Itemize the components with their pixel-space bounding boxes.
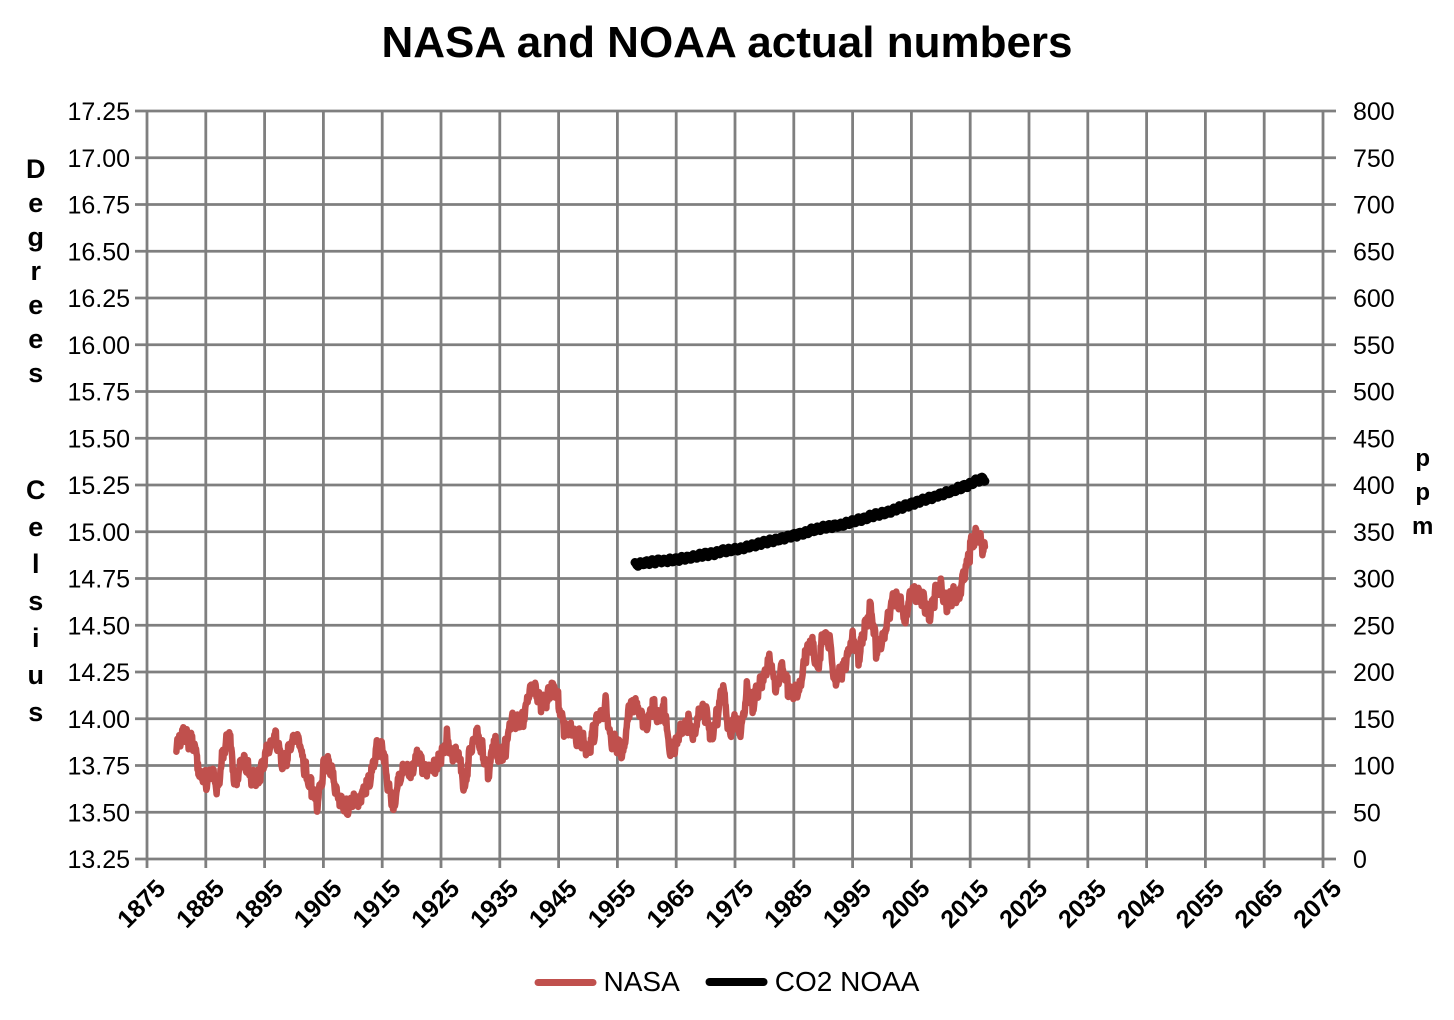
chart-title: NASA and NOAA actual numbers <box>381 18 1073 67</box>
x-tick-label: 1935 <box>465 874 524 933</box>
y-right-tick-label: 0 <box>1353 846 1367 874</box>
x-tick-label: 1905 <box>289 874 348 933</box>
y-right-tick-label: 250 <box>1353 612 1395 640</box>
x-tick-label: 2015 <box>935 874 994 933</box>
x-tick-label: 1985 <box>759 874 818 933</box>
y-left-tick-label: 17.25 <box>67 98 130 126</box>
y-right-tick-label: 400 <box>1353 472 1395 500</box>
x-tick-label: 1925 <box>406 874 465 933</box>
y-right-tick-label: 150 <box>1353 706 1395 734</box>
y-right-tick-label: 650 <box>1353 238 1395 266</box>
y-right-tick-label: 500 <box>1353 379 1395 407</box>
y-left-tick-label: 16.00 <box>67 332 130 360</box>
y-right-tick-label: 800 <box>1353 98 1395 126</box>
y-right-tick-label: 300 <box>1353 566 1395 594</box>
x-tick-label: 1885 <box>171 874 230 933</box>
x-tick-label: 2025 <box>994 874 1053 933</box>
x-tick-label: 1895 <box>230 874 289 933</box>
y-left-tick-label: 14.50 <box>67 612 130 640</box>
co2-noaa-line-swatch <box>705 978 768 986</box>
y-left-tick-label: 13.50 <box>67 799 130 827</box>
legend-label-co2-noaa: CO2 NOAA <box>774 966 920 997</box>
y-left-tick-label: 15.25 <box>67 472 130 500</box>
co2-noaa-series-line <box>630 472 990 571</box>
y-left-tick-label: 14.00 <box>67 706 130 734</box>
legend-item-nasa: NASA <box>534 966 680 998</box>
x-tick-label: 1975 <box>700 874 759 933</box>
y-right-tick-label: 200 <box>1353 659 1395 687</box>
legend-item-co2-noaa: CO2 NOAA <box>705 966 920 998</box>
legend-label-nasa: NASA <box>603 966 680 997</box>
y-right-tick-label: 350 <box>1353 519 1395 547</box>
y-right-tick-label: 100 <box>1353 753 1395 781</box>
y-left-tick-label: 13.75 <box>67 753 130 781</box>
x-tick-label: 1995 <box>818 874 877 933</box>
x-tick-label: 2035 <box>1053 874 1112 933</box>
x-tick-label: 1945 <box>524 874 583 933</box>
x-tick-label: 2075 <box>1288 874 1347 933</box>
y-left-tick-label: 14.25 <box>67 659 130 687</box>
x-tick-label: 1965 <box>641 874 700 933</box>
nasa-series-line <box>173 524 989 819</box>
y-right-tick-label: 550 <box>1353 332 1395 360</box>
y-right-tick-label: 600 <box>1353 285 1395 313</box>
x-tick-label: 1875 <box>112 874 171 933</box>
y-left-tick-label: 16.25 <box>67 285 130 313</box>
y-right-tick-label: 700 <box>1353 192 1395 220</box>
y-left-tick-label: 16.50 <box>67 238 130 266</box>
y-right-tick-label: 750 <box>1353 145 1395 173</box>
x-tick-label: 1915 <box>347 874 406 933</box>
nasa-line-swatch <box>534 978 597 986</box>
y-left-tick-label: 15.50 <box>67 425 130 453</box>
y-left-tick-label: 13.25 <box>67 846 130 874</box>
x-tick-label: 2055 <box>1171 874 1230 933</box>
y-left-tick-label: 15.00 <box>67 519 130 547</box>
x-tick-label: 1955 <box>583 874 642 933</box>
y-right-tick-label: 50 <box>1353 799 1381 827</box>
y-left-tick-label: 15.75 <box>67 379 130 407</box>
x-tick-label: 2005 <box>877 874 936 933</box>
legend: NASA CO2 NOAA <box>534 966 920 998</box>
x-tick-label: 2045 <box>1112 874 1171 933</box>
y-left-tick-label: 14.75 <box>67 566 130 594</box>
y-left-tick-label: 16.75 <box>67 192 130 220</box>
y-right-tick-label: 450 <box>1353 425 1395 453</box>
x-tick-label: 2065 <box>1229 874 1288 933</box>
y-left-tick-label: 17.00 <box>67 145 130 173</box>
